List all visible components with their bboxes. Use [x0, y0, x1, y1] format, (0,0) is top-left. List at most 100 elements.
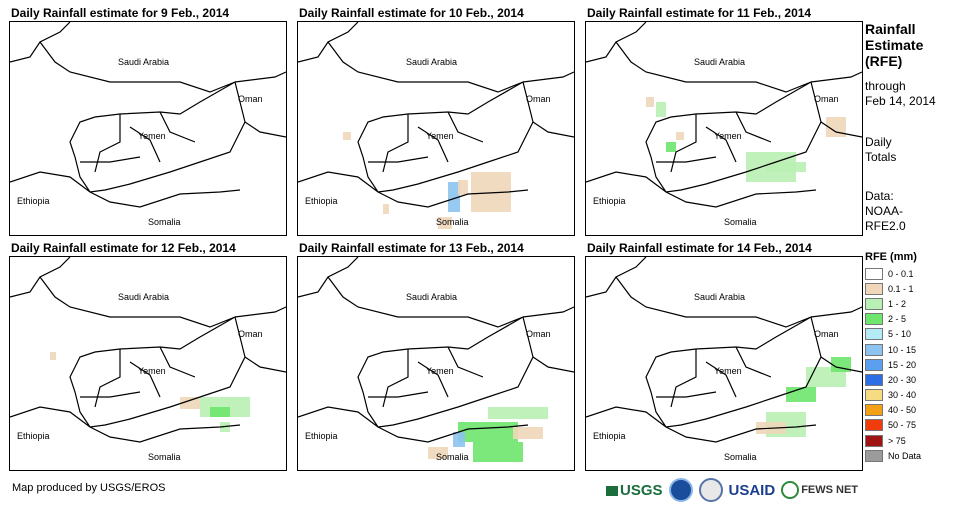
- rainfall-area: [826, 117, 846, 137]
- map-svg: Saudi Arabia Oman Yemen Ethiopia Somalia: [10, 22, 286, 227]
- country-borders: [298, 257, 574, 443]
- panel-title: Daily Rainfall estimate for 13 Feb., 201…: [299, 241, 524, 255]
- label-ethiopia: Ethiopia: [17, 431, 50, 441]
- panel-title: Daily Rainfall estimate for 14 Feb., 201…: [587, 241, 812, 255]
- fews-logo: FEWS NET: [781, 481, 858, 499]
- legend-label: > 75: [888, 435, 906, 446]
- legend-swatch: [865, 358, 883, 371]
- legend-swatch: [865, 282, 883, 295]
- map-panel: Daily Rainfall estimate for 13 Feb., 201…: [297, 241, 581, 471]
- label-saudi-arabia: Saudi Arabia: [118, 292, 169, 302]
- label-oman: Oman: [238, 329, 263, 339]
- rainfall-area: [50, 352, 56, 360]
- country-borders: [586, 257, 862, 443]
- noaa-icon: [668, 478, 693, 502]
- label-yemen: Yemen: [714, 131, 742, 141]
- legend-swatch: [865, 313, 883, 326]
- panel-title: Daily Rainfall estimate for 12 Feb., 201…: [11, 241, 236, 255]
- legend-label: 0 - 0.1: [888, 268, 914, 279]
- map-panel: Daily Rainfall estimate for 9 Feb., 2014…: [9, 6, 293, 236]
- legend-label: No Data: [888, 450, 922, 461]
- label-oman: Oman: [238, 94, 263, 104]
- rainfall-area: [458, 422, 518, 442]
- label-yemen: Yemen: [138, 366, 166, 376]
- legend-label: 50 - 75: [888, 420, 917, 431]
- legend-label: 0.1 - 1: [888, 283, 914, 294]
- label-somalia: Somalia: [148, 452, 181, 462]
- logo-strip: USGS USAID FEWS NET: [606, 478, 858, 502]
- map-svg: Saudi Arabia Oman Yemen Ethiopia Somalia: [298, 22, 574, 229]
- map-frame: Saudi Arabia Oman Yemen Ethiopia Somalia: [585, 21, 863, 236]
- label-saudi-arabia: Saudi Arabia: [118, 57, 169, 67]
- rainfall-area: [646, 97, 654, 107]
- label-ethiopia: Ethiopia: [17, 196, 50, 206]
- seal-icon: [698, 478, 723, 502]
- rainfall-area: [428, 447, 448, 459]
- legend-label: 40 - 50: [888, 405, 917, 416]
- map-svg: Saudi Arabia Oman Yemen Ethiopia Somalia: [586, 257, 862, 462]
- label-ethiopia: Ethiopia: [305, 431, 338, 441]
- legend-label: 20 - 30: [888, 374, 917, 385]
- rainfall-area: [453, 432, 465, 447]
- label-saudi-arabia: Saudi Arabia: [406, 292, 457, 302]
- legend-swatch: [865, 389, 883, 402]
- legend-row: 0 - 0.1: [865, 266, 921, 281]
- label-yemen: Yemen: [426, 131, 454, 141]
- rainfall-area: [676, 132, 684, 140]
- legend-swatch: [865, 449, 883, 462]
- label-ethiopia: Ethiopia: [593, 431, 626, 441]
- rainfall-area: [343, 132, 351, 140]
- rainfall-area: [438, 217, 452, 229]
- legend-swatch: [865, 373, 883, 386]
- legend-label: 30 - 40: [888, 390, 917, 401]
- rainfall-area: [831, 357, 851, 372]
- legend-row: 2 - 5: [865, 312, 921, 327]
- rainfall-area: [448, 182, 460, 212]
- map-panel: Daily Rainfall estimate for 10 Feb., 201…: [297, 6, 581, 236]
- map-panel: Daily Rainfall estimate for 14 Feb., 201…: [585, 241, 869, 471]
- rainfall-area: [656, 102, 666, 117]
- legend-swatches: 0 - 0.1 0.1 - 1 1 - 2 2 - 5 5 - 10 10 - 15 15 …: [865, 266, 921, 463]
- map-svg: Saudi Arabia Oman Yemen Ethiopia Somalia: [10, 257, 286, 462]
- legend-row: 20 - 30: [865, 372, 921, 387]
- credit-text: Map produced by USGS/EROS: [12, 482, 166, 494]
- label-somalia: Somalia: [436, 452, 469, 462]
- legend-daily-totals: Daily Totals: [865, 135, 897, 164]
- label-somalia: Somalia: [724, 217, 757, 227]
- label-somalia: Somalia: [436, 217, 469, 227]
- usaid-logo: USAID: [728, 481, 776, 499]
- legend-label: 5 - 10: [888, 329, 912, 340]
- legend-swatch: [865, 434, 883, 447]
- map-panel: Daily Rainfall estimate for 11 Feb., 201…: [585, 6, 869, 236]
- legend-swatch: [865, 419, 883, 432]
- legend-swatch: [865, 297, 883, 310]
- legend-data-source: Data: NOAA- RFE2.0: [865, 189, 906, 233]
- legend-row: 5 - 10: [865, 327, 921, 342]
- legend-label: 1 - 2: [888, 298, 907, 309]
- map-frame: Saudi Arabia Oman Yemen Ethiopia Somalia: [297, 21, 575, 236]
- legend-swatch: [865, 328, 883, 341]
- label-saudi-arabia: Saudi Arabia: [694, 57, 745, 67]
- legend-title: Rainfall Estimate (RFE): [865, 21, 924, 69]
- rainfall-area: [458, 180, 468, 195]
- map-frame: Saudi Arabia Oman Yemen Ethiopia Somalia: [9, 256, 287, 471]
- map-frame: Saudi Arabia Oman Yemen Ethiopia Somalia: [297, 256, 575, 471]
- label-oman: Oman: [814, 94, 839, 104]
- legend-row: 1 - 2: [865, 296, 921, 311]
- panel-title: Daily Rainfall estimate for 10 Feb., 201…: [299, 6, 524, 20]
- label-yemen: Yemen: [426, 366, 454, 376]
- label-oman: Oman: [526, 329, 551, 339]
- panel-title: Daily Rainfall estimate for 9 Feb., 2014: [11, 6, 230, 20]
- panel-title: Daily Rainfall estimate for 11 Feb., 201…: [587, 6, 812, 20]
- legend-label: 10 - 15: [888, 344, 917, 355]
- legend-swatch: [865, 404, 883, 417]
- country-borders: [10, 257, 286, 443]
- fews-icon: [781, 481, 800, 499]
- legend-row: 0.1 - 1: [865, 281, 921, 296]
- label-yemen: Yemen: [138, 131, 166, 141]
- legend-row: 30 - 40: [865, 388, 921, 403]
- rainfall-area: [210, 407, 230, 417]
- legend-row: 50 - 75: [865, 418, 921, 433]
- map-frame: Saudi Arabia Oman Yemen Ethiopia Somalia: [9, 21, 287, 236]
- rainfall-area: [766, 162, 806, 172]
